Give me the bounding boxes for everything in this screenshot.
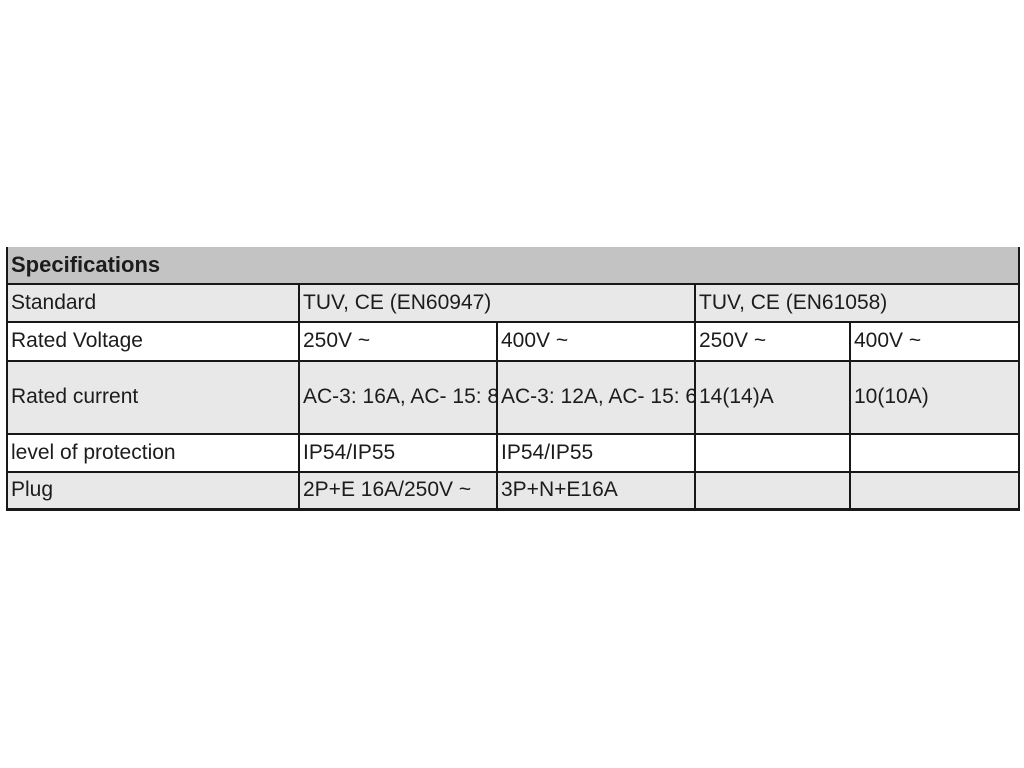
cell-protection-3	[694, 433, 851, 473]
specifications-table: Specifications Standard TUV, CE (EN60947…	[5, 247, 1021, 511]
cell-voltage-1: 250V ~	[298, 321, 498, 362]
spec-table: Specifications Standard TUV, CE (EN60947…	[5, 247, 1021, 511]
table-row-title: Specifications	[5, 247, 1021, 285]
cell-voltage-3: 250V ~	[694, 321, 851, 362]
cell-current-3: 14(14)A	[694, 360, 851, 435]
table-row-rated-current: Rated current AC-3: 16A, AC- 15: 8A AC-3…	[6, 360, 1021, 435]
cell-protection-1: IP54/IP55	[298, 433, 498, 473]
table-title: Specifications	[5, 247, 1021, 285]
table-row-rated-voltage: Rated Voltage 250V ~ 400V ~ 250V ~ 400V …	[6, 321, 1021, 362]
row-label-standard: Standard	[6, 283, 300, 323]
cell-current-1: AC-3: 16A, AC- 15: 8A	[298, 360, 498, 435]
table-row-standard: Standard TUV, CE (EN60947) TUV, CE (EN61…	[6, 283, 1021, 323]
cell-voltage-4: 400V ~	[848, 321, 1021, 362]
cell-plug-4	[848, 471, 1021, 511]
row-label-protection: level of protection	[6, 433, 300, 473]
table-row-protection: level of protection IP54/IP55 IP54/IP55	[6, 433, 1021, 473]
cell-current-2: AC-3: 12A, AC- 15: 6A	[496, 360, 696, 435]
table-row-plug: Plug 2P+E 16A/250V ~ 3P+N+E16A	[6, 471, 1021, 511]
cell-plug-3	[694, 471, 851, 511]
cell-voltage-2: 400V ~	[496, 321, 696, 362]
cell-protection-4	[848, 433, 1021, 473]
cell-protection-2: IP54/IP55	[496, 433, 696, 473]
cell-plug-1: 2P+E 16A/250V ~	[298, 471, 498, 511]
cell-plug-2: 3P+N+E16A	[496, 471, 696, 511]
cell-standard-left: TUV, CE (EN60947)	[298, 283, 696, 323]
cell-standard-right: TUV, CE (EN61058)	[693, 283, 1021, 323]
cell-current-4: 10(10A)	[848, 360, 1021, 435]
row-label-rated-voltage: Rated Voltage	[6, 321, 300, 362]
row-label-rated-current: Rated current	[6, 360, 300, 435]
row-label-plug: Plug	[6, 471, 300, 511]
